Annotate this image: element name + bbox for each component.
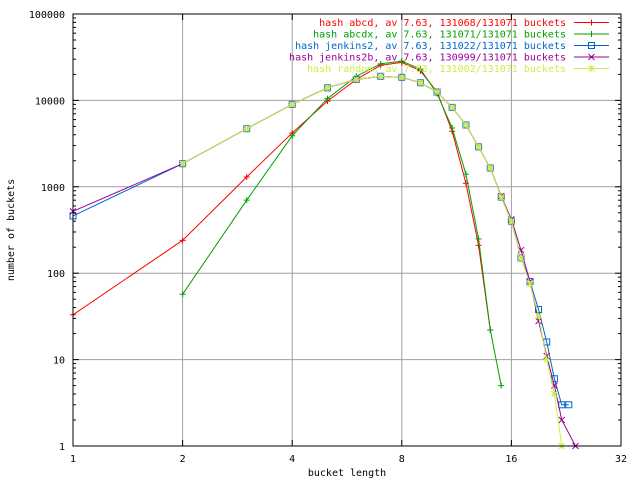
data-point: [475, 242, 482, 249]
x-tick-label: 8: [399, 454, 405, 465]
series-line: [182, 75, 563, 447]
data-point: [179, 160, 186, 168]
x-axis-label: bucket length: [308, 468, 386, 479]
data-point: [475, 235, 482, 242]
legend: hash abcd, av 7.63, 131068/131071 bucket…: [289, 18, 609, 75]
legend-marker: [588, 19, 595, 26]
data-point: [243, 125, 251, 133]
data-point: [486, 164, 494, 172]
data-point: [487, 327, 494, 334]
data-point: [179, 237, 186, 244]
plot-series: [69, 58, 579, 450]
series-line: [72, 75, 576, 447]
y-axis-label: number of buckets: [6, 179, 17, 281]
x-tick-label: 16: [505, 454, 517, 465]
legend-entry-label: hash abcdx, av 7.63, 131071/131071 bucke…: [313, 30, 566, 41]
data-point: [243, 173, 250, 180]
series-line: [72, 75, 569, 406]
data-point: [352, 76, 360, 83]
data-point: [377, 60, 384, 67]
x-tick-label: 4: [289, 454, 295, 465]
legend-entry-label: hash random, av 7.63, 131002/131071 buck…: [307, 64, 566, 75]
y-tick-label: 10: [53, 356, 65, 367]
grid-lines: [72, 13, 622, 447]
y-tick-label: 10000: [35, 96, 65, 107]
y-tick-label: 1000: [41, 183, 65, 194]
data-point: [398, 58, 405, 65]
data-point: [565, 401, 573, 409]
y-tick-label: 100: [47, 269, 65, 280]
y-tick-label: 100000: [29, 10, 65, 21]
data-point: [377, 72, 385, 80]
data-point: [417, 79, 424, 87]
legend-marker: [588, 31, 595, 37]
y-tick-label: 1: [59, 442, 65, 453]
data-point: [535, 312, 542, 320]
data-point: [462, 121, 470, 129]
series-3: [69, 72, 573, 409]
data-point: [517, 254, 525, 262]
data-point: [398, 73, 406, 81]
data-point: [324, 95, 331, 102]
x-tick-label: 32: [615, 454, 627, 465]
series-4: [69, 72, 579, 450]
x-tick-label: 1: [70, 454, 76, 465]
legend-marker: [588, 53, 595, 61]
data-point: [288, 100, 296, 108]
data-point: [289, 132, 296, 139]
data-point: [543, 356, 551, 363]
data-point: [448, 104, 456, 111]
x-tick-label: 2: [180, 454, 186, 465]
data-point: [243, 197, 250, 204]
data-point: [417, 66, 424, 73]
data-point: [462, 171, 469, 178]
data-point: [558, 416, 566, 424]
data-point: [433, 88, 441, 96]
data-point: [324, 84, 331, 92]
data-point: [475, 143, 482, 151]
legend-entry-label: hash abcd, av 7.63, 131068/131071 bucket…: [319, 18, 566, 29]
data-point: [498, 382, 505, 389]
axis-ticks: 1 2 4 8 16 32 1 10 100 1000 10000 100000: [29, 10, 627, 465]
data-point: [526, 280, 534, 288]
legend-marker: [588, 42, 595, 49]
legend-marker: [588, 65, 595, 72]
data-point: [508, 217, 515, 225]
legend-entry-label: hash jenkins2b, av 7.63, 130999/131071 b…: [289, 53, 566, 64]
series-line: [72, 61, 491, 331]
data-point: [535, 317, 542, 325]
data-point: [551, 390, 558, 398]
data-point: [179, 291, 186, 298]
legend-entry-label: hash jenkins2, av 7.63, 131022/131071 bu…: [295, 41, 566, 52]
series-line: [182, 60, 502, 386]
data-point: [449, 124, 456, 131]
series-5: [179, 72, 566, 450]
data-point: [497, 193, 505, 201]
plot-frame: [72, 13, 622, 447]
